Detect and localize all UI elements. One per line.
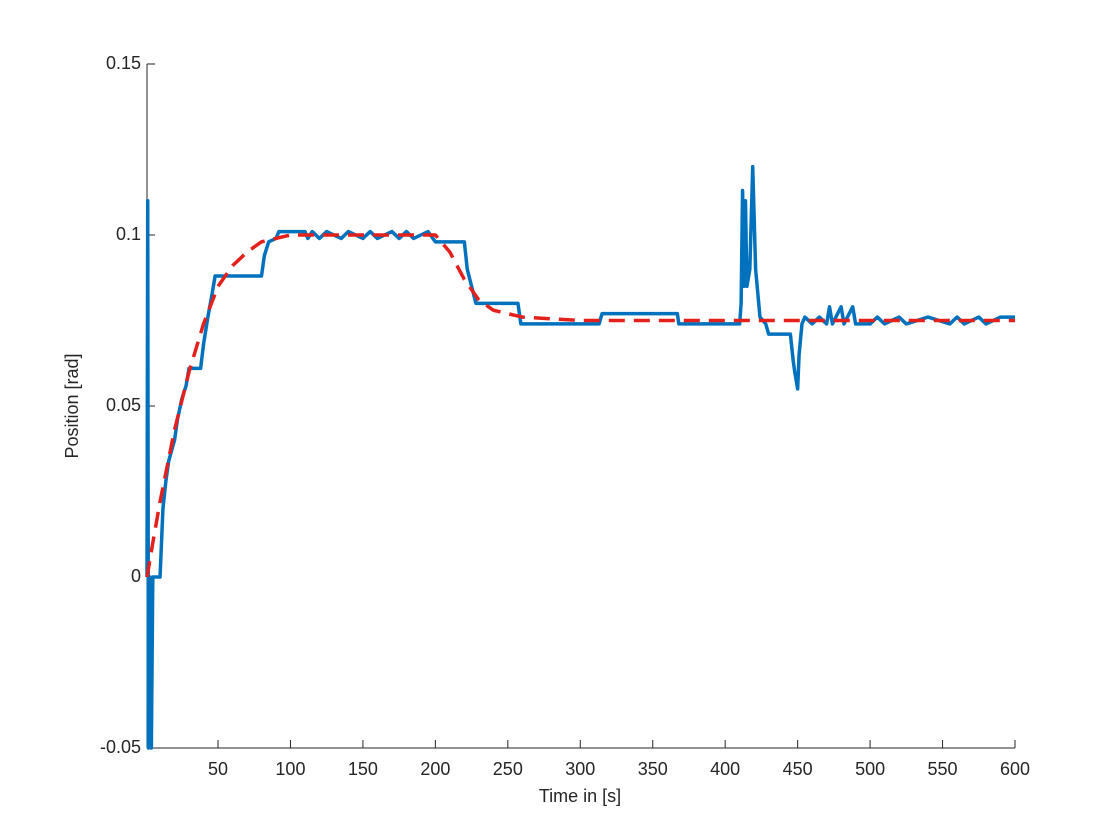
y-tick-label: -0.05: [100, 737, 141, 757]
x-tick-label: 200: [420, 759, 450, 779]
x-tick-label: 100: [275, 759, 305, 779]
y-tick-label: 0.05: [106, 395, 141, 415]
x-tick-label: 300: [565, 759, 595, 779]
y-axis-label: Position [rad]: [62, 353, 82, 458]
x-tick-label: 600: [1000, 759, 1030, 779]
series-line: [145, 233, 1015, 578]
y-tick-label: 0: [131, 566, 141, 586]
series-line: [145, 164, 1015, 750]
x-tick-label: 500: [855, 759, 885, 779]
x-axis-label: Time in [s]: [539, 786, 621, 806]
x-tick-label: 400: [710, 759, 740, 779]
x-tick-label: 250: [493, 759, 523, 779]
x-tick-label: 350: [638, 759, 668, 779]
x-tick-label: 450: [783, 759, 813, 779]
x-tick-label: 550: [928, 759, 958, 779]
x-tick-label: 150: [348, 759, 378, 779]
y-tick-label: 0.15: [106, 53, 141, 73]
x-tick-label: 50: [208, 759, 228, 779]
y-tick-label: 0.1: [116, 224, 141, 244]
